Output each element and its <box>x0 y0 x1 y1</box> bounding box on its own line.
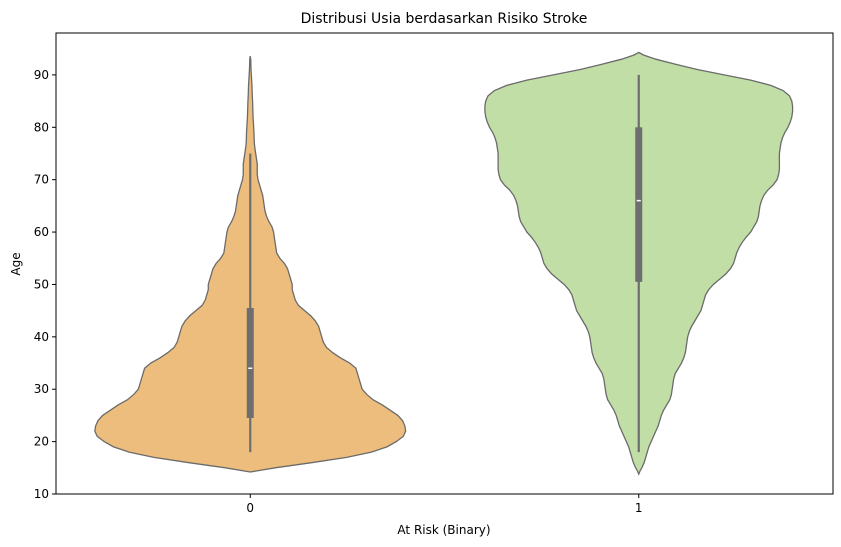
y-tick-label-50: 50 <box>34 277 49 291</box>
plot-area <box>94 51 794 476</box>
y-tick-label-40: 40 <box>34 330 49 344</box>
y-axis-label: Age <box>9 252 23 275</box>
plot-frame <box>55 32 834 495</box>
y-tick-label-20: 20 <box>34 435 49 449</box>
y-tick-label-10: 10 <box>34 487 49 501</box>
iqr-box-1 <box>635 127 643 282</box>
chart-title: Distribusi Usia berdasarkan Risiko Strok… <box>301 11 588 27</box>
x-tick-label-0: 0 <box>246 501 254 515</box>
y-tick-label-90: 90 <box>34 68 49 82</box>
y-tick-label-60: 60 <box>34 225 49 239</box>
x-axis-label: At Risk (Binary) <box>397 523 490 537</box>
y-tick-label-30: 30 <box>34 382 49 396</box>
iqr-box-0 <box>246 308 254 419</box>
y-axis: 10 20 30 40 50 60 70 80 90 <box>34 68 56 501</box>
x-tick-label-1: 1 <box>635 501 643 515</box>
y-tick-label-80: 80 <box>34 120 49 134</box>
y-tick-label-70: 70 <box>34 173 49 187</box>
